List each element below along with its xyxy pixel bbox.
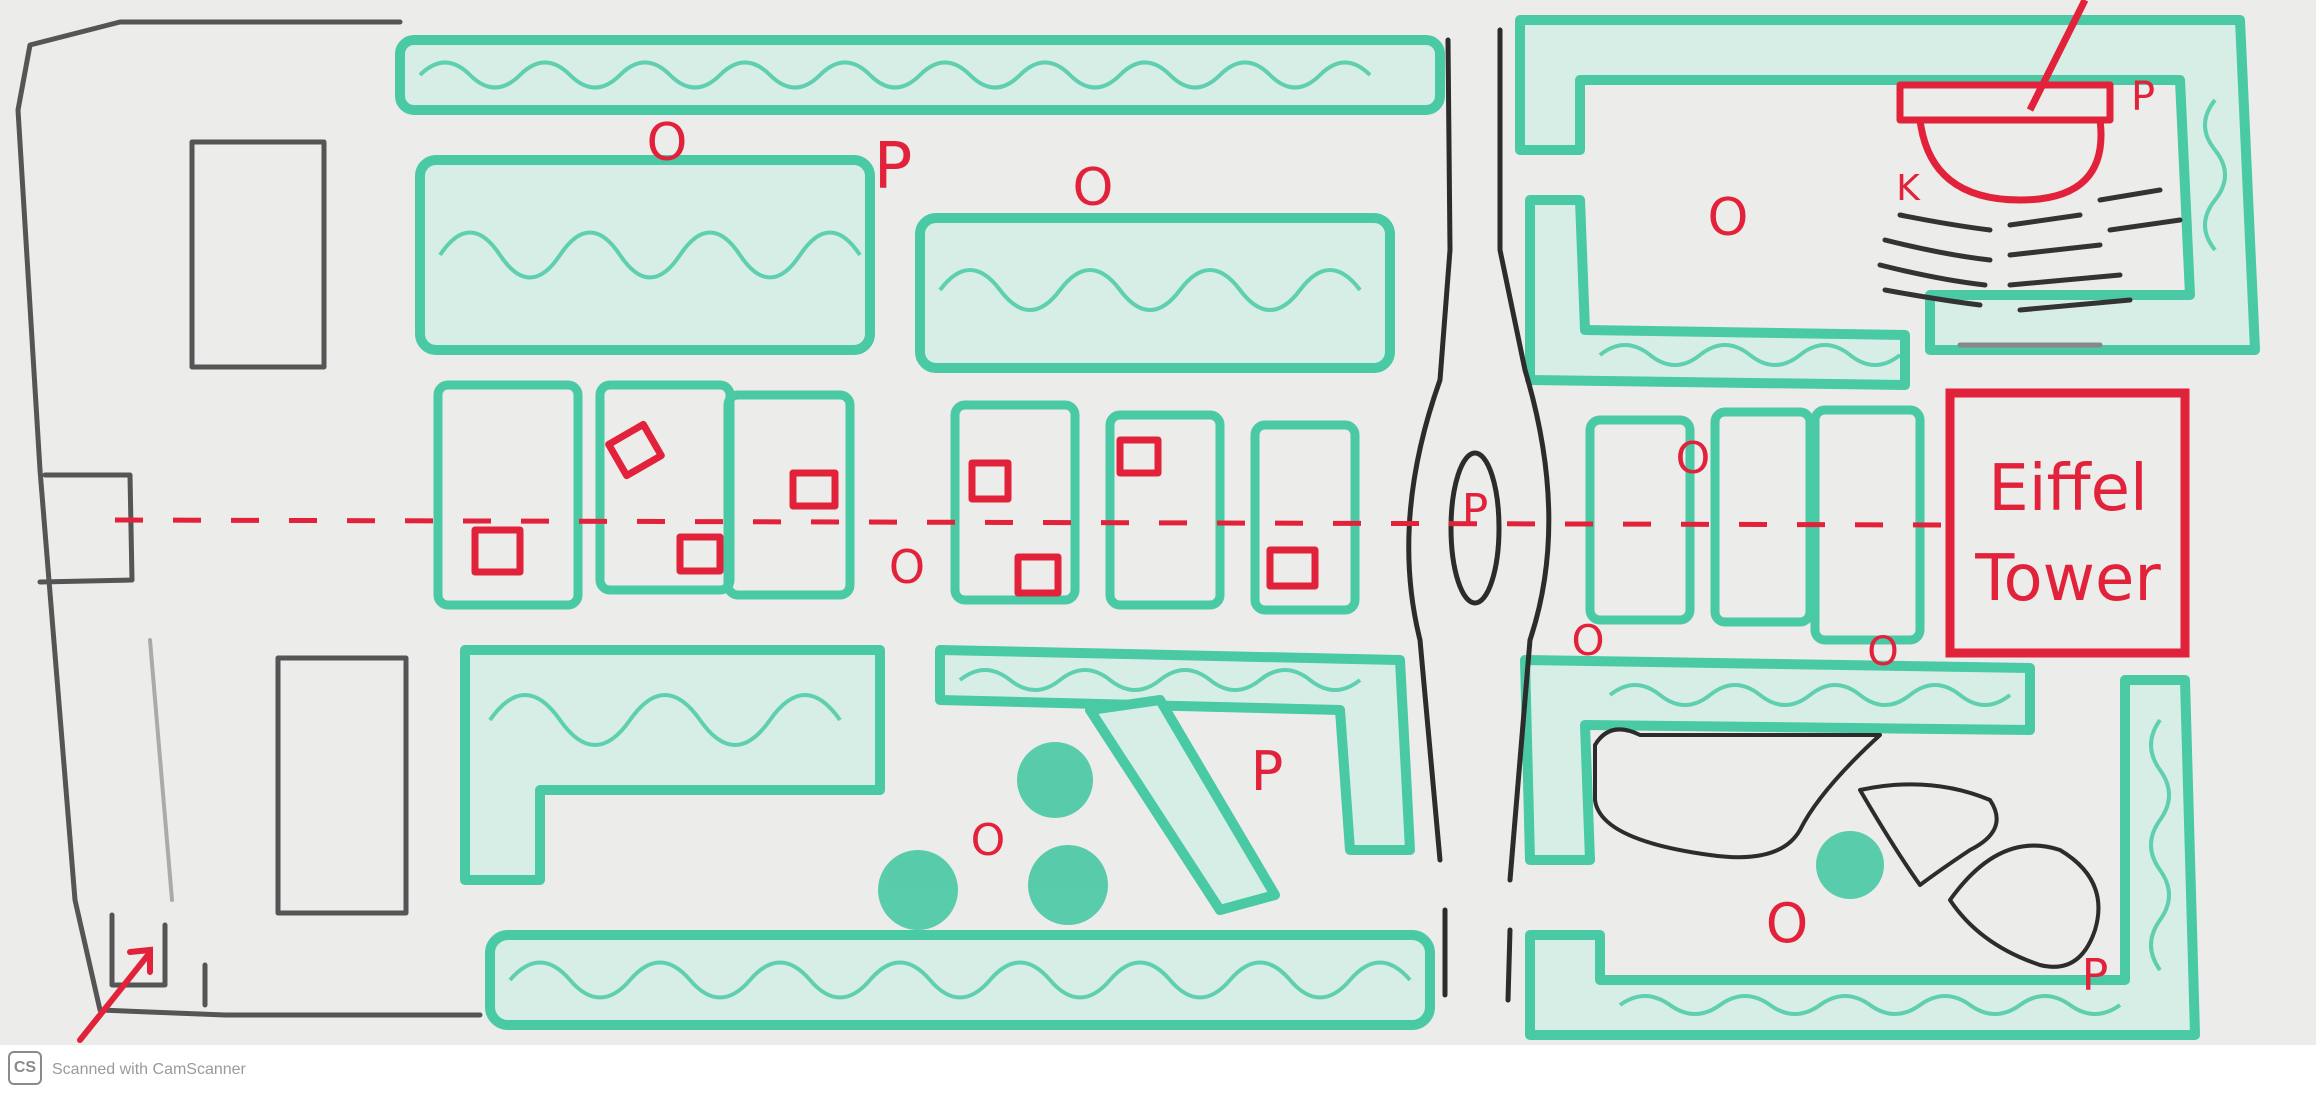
red-circle-marker-icon: O <box>1073 158 1114 218</box>
pond-1 <box>1593 727 1882 860</box>
scanner-footer: CS Scanned with CamScanner <box>0 1045 2316 1099</box>
parking-marker: P <box>874 130 913 204</box>
bay-5 <box>1105 410 1225 610</box>
red-square-marker-icon <box>1266 546 1319 590</box>
red-circle-marker-icon: O <box>647 113 688 173</box>
parking-marker: P <box>1251 740 1284 803</box>
hedge-bottom-right <box>1525 675 2200 1040</box>
hedge-left-upper-2 <box>915 213 1395 373</box>
red-circle-marker-icon: O <box>1676 433 1711 484</box>
camscanner-text: Scanned with CamScanner <box>52 1061 246 1078</box>
eiffel-tower-box <box>1945 388 2190 658</box>
kiosk-marker-k: K <box>1896 168 1921 209</box>
tree-icon <box>878 850 958 930</box>
hedge-texture <box>418 60 2227 1016</box>
parking-markers: P P P P P <box>874 74 2155 1001</box>
hedge-top-right <box>1515 15 2260 355</box>
red-square-marker-icon <box>789 469 839 510</box>
hedge-diagonal <box>1085 695 1280 915</box>
hedge-left-upper-1 <box>415 155 875 355</box>
tree-icon <box>1017 742 1093 818</box>
kiosk-structure <box>1896 0 2114 204</box>
bay-3 <box>723 390 855 600</box>
red-square-marker-icon <box>968 459 1012 503</box>
parking-marker: P <box>1462 485 1489 536</box>
roundabout <box>1448 450 1502 606</box>
bay-7 <box>1585 415 1695 625</box>
building-wing-mid <box>37 472 135 585</box>
hedge-left-lower-2 <box>935 645 1415 855</box>
trees <box>878 742 1884 930</box>
kiosk-hatching <box>1877 187 2183 348</box>
pond-2 <box>1858 782 1999 887</box>
parking-marker: P <box>2131 74 2155 120</box>
path-arrow-icon <box>114 517 1951 528</box>
hedge-bottom-left <box>485 930 1435 1030</box>
road <box>1406 27 1552 1003</box>
red-circle-marker-icon: O <box>1766 892 1809 955</box>
red-circle-markers: O O O O O O O O O <box>647 113 1899 955</box>
pond-shapes <box>1593 727 2101 969</box>
red-square-marker-icon <box>471 526 524 576</box>
tree-icon <box>1028 845 1108 925</box>
entrance-arrow-icon <box>77 946 153 1043</box>
bay-1 <box>433 380 583 610</box>
parking-marker: P <box>2082 950 2109 1001</box>
road-right-edge <box>1497 27 1552 883</box>
pointer-line <box>2026 0 2089 112</box>
red-circle-marker-icon: O <box>1571 616 1604 665</box>
building-outline <box>15 19 483 1018</box>
hedge-left-lower-1 <box>460 645 885 885</box>
eiffel-label-line1: Eiffel <box>1988 452 2147 526</box>
bay-8 <box>1710 407 1815 627</box>
red-square-marker-icon <box>676 533 724 575</box>
camscanner-logo: CS <box>8 1051 42 1085</box>
building-room-lower <box>275 655 409 916</box>
pond-3 <box>1948 843 2101 969</box>
building-room-upper <box>189 139 327 370</box>
eiffel-label-line2: Tower <box>1974 542 2161 616</box>
hedges <box>395 15 2260 1040</box>
red-circle-marker-icon: O <box>889 540 925 594</box>
bay-4 <box>950 400 1080 605</box>
tree-icon <box>1816 831 1884 899</box>
red-square-marker-icon <box>1014 553 1062 597</box>
building-gate <box>109 912 168 988</box>
road-left-edge <box>1406 37 1453 863</box>
red-circle-marker-icon: O <box>1867 629 1898 675</box>
red-circle-marker-icon: O <box>1708 188 1749 248</box>
red-square-marker-icon <box>1116 436 1162 477</box>
hedge-bottom-right-top <box>1520 655 2035 865</box>
red-square-marker-icon <box>605 420 665 480</box>
red-circle-marker-icon: O <box>971 815 1006 866</box>
red-square-markers <box>471 420 1319 597</box>
bay-6 <box>1250 420 1360 615</box>
